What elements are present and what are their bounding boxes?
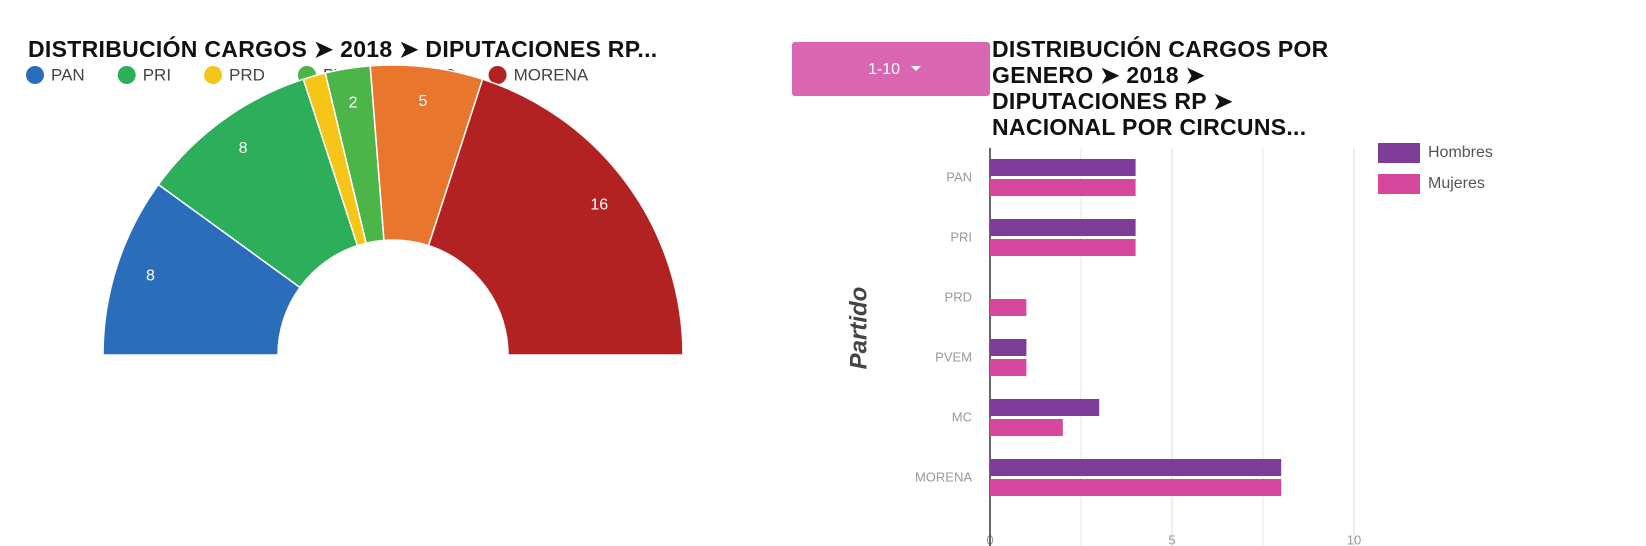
button-label[interactable]: 1-10 [868,61,900,78]
caret-icon[interactable] [911,66,921,71]
bar [990,359,1027,376]
data-label: 16 [590,196,608,213]
legend-label: PRD [229,65,265,84]
legend-label: PRI [143,65,171,84]
button-background[interactable] [792,42,990,96]
x-tick-label: 5 [1168,532,1175,546]
y-tick-label: MC [952,409,972,424]
bar [990,239,1136,256]
legend-label: PAN [51,65,85,84]
data-label: 8 [146,267,155,284]
y-axis-title: Partido [845,287,872,370]
legend-marker [488,66,507,84]
bar [990,399,1100,416]
legend-marker [204,66,223,84]
bar [990,459,1282,476]
legend-label: Mujeres [1428,175,1485,192]
bar [990,219,1136,236]
y-tick-label: MORENA [915,469,972,484]
data-label: 2 [349,94,358,111]
donut-slice [427,78,684,356]
bar [990,299,1027,316]
bar [990,339,1027,356]
legend-swatch [1378,174,1420,194]
legend-marker [117,66,136,84]
chart-title: DISTRIBUCIÓN CARGOS ➤ 2018 ➤ DIPUTACIONE… [28,36,658,62]
data-label: 8 [239,140,248,157]
bar [990,179,1136,196]
legend-marker [26,66,44,84]
legend-label: MORENA [514,65,589,84]
bar [990,479,1282,496]
y-tick-label: PVEM [935,349,972,364]
page-button[interactable]: 1-10 [792,42,990,96]
legend-label: Hombres [1428,144,1493,161]
bar [990,419,1063,436]
y-tick-label: PAN [946,169,972,184]
y-tick-label: PRD [945,289,972,304]
data-label: 5 [419,93,428,110]
bar [990,159,1136,176]
x-tick-label: 10 [1347,532,1361,546]
y-tick-label: PRI [950,229,972,244]
legend-swatch [1378,143,1420,163]
chart-title: DISTRIBUCIÓN CARGOS POR GENERO ➤ 2018 ➤ … [992,36,1329,140]
